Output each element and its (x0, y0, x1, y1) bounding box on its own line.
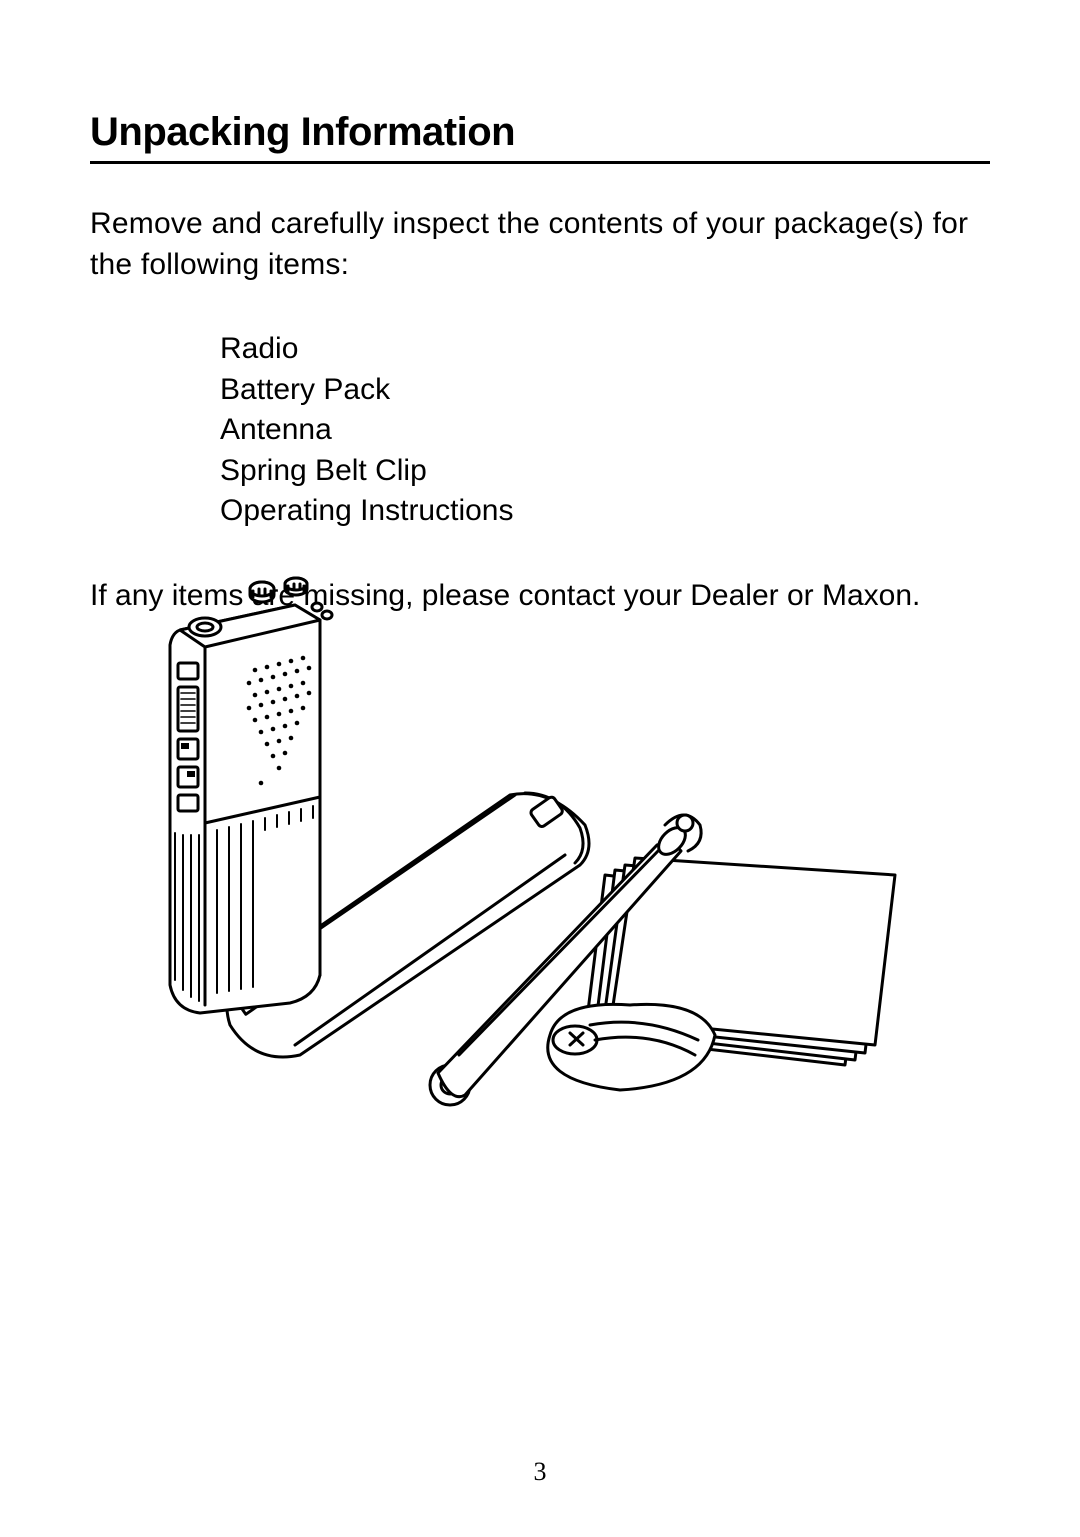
list-item: Spring Belt Clip (220, 451, 990, 492)
belt-clip-icon (548, 1004, 715, 1090)
page: Unpacking Information Remove and careful… (0, 0, 1080, 1537)
heading-rule (90, 161, 990, 164)
list-item: Battery Pack (220, 370, 990, 411)
radio-icon (170, 578, 332, 1013)
list-item: Operating Instructions (220, 491, 990, 532)
list-item: Radio (220, 329, 990, 370)
intro-paragraph: Remove and carefully inspect the content… (90, 204, 990, 285)
page-number: 3 (0, 1457, 1080, 1487)
list-item: Antenna (220, 410, 990, 451)
section-heading: Unpacking Information (90, 110, 990, 155)
items-list: Radio Battery Pack Antenna Spring Belt C… (220, 329, 990, 532)
contents-illustration (145, 575, 935, 1135)
